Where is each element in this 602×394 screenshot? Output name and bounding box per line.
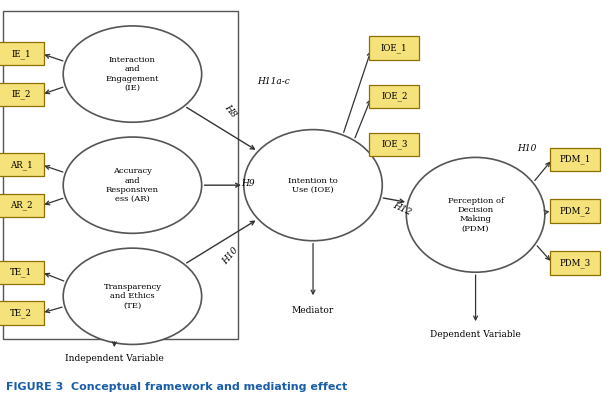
Text: H10: H10 (517, 144, 536, 152)
FancyBboxPatch shape (370, 133, 419, 156)
Text: AR_1: AR_1 (10, 160, 33, 170)
Text: FIGURE 3  Conceptual framework and mediating effect: FIGURE 3 Conceptual framework and mediat… (6, 382, 347, 392)
FancyBboxPatch shape (0, 260, 44, 284)
Text: IE_1: IE_1 (11, 49, 31, 59)
Text: IOE_3: IOE_3 (381, 139, 408, 149)
Text: H9: H9 (241, 179, 255, 188)
Ellipse shape (244, 130, 382, 241)
Ellipse shape (63, 137, 202, 233)
Text: Interaction
and
Engagement
(IE): Interaction and Engagement (IE) (106, 56, 159, 92)
Text: H8: H8 (223, 103, 238, 119)
Text: AR_2: AR_2 (10, 201, 33, 210)
Text: Transparency
and Ethics
(TE): Transparency and Ethics (TE) (104, 283, 161, 310)
FancyBboxPatch shape (370, 85, 419, 108)
Text: PDM_3: PDM_3 (559, 258, 591, 268)
Text: Intention to
Use (IOE): Intention to Use (IOE) (288, 177, 338, 194)
Text: IOE_1: IOE_1 (381, 43, 408, 53)
Text: Perception of
Decision
Making
(PDM): Perception of Decision Making (PDM) (447, 197, 504, 232)
FancyBboxPatch shape (550, 199, 600, 223)
FancyBboxPatch shape (0, 194, 44, 217)
FancyBboxPatch shape (0, 83, 44, 106)
Ellipse shape (406, 158, 545, 272)
Text: IOE_2: IOE_2 (381, 91, 408, 101)
Text: TE_2: TE_2 (10, 308, 32, 318)
Text: PDM_1: PDM_1 (559, 154, 591, 164)
Ellipse shape (63, 248, 202, 344)
Text: H10: H10 (221, 245, 240, 266)
FancyBboxPatch shape (550, 251, 600, 275)
Text: Accuracy
and
Responsiven
ess (AR): Accuracy and Responsiven ess (AR) (106, 167, 159, 203)
FancyBboxPatch shape (550, 148, 600, 171)
Text: IE_2: IE_2 (11, 89, 31, 99)
FancyBboxPatch shape (0, 153, 44, 177)
FancyBboxPatch shape (0, 42, 44, 65)
FancyBboxPatch shape (370, 37, 419, 60)
FancyBboxPatch shape (0, 301, 44, 325)
Text: Independent Variable: Independent Variable (65, 354, 164, 363)
Ellipse shape (63, 26, 202, 122)
Text: PDM_2: PDM_2 (559, 206, 591, 216)
Text: TE_1: TE_1 (10, 268, 32, 277)
Text: Mediator: Mediator (292, 306, 334, 314)
Text: Dependent Variable: Dependent Variable (430, 330, 521, 339)
Text: H12: H12 (391, 201, 412, 217)
Text: H11a-c: H11a-c (258, 77, 290, 86)
